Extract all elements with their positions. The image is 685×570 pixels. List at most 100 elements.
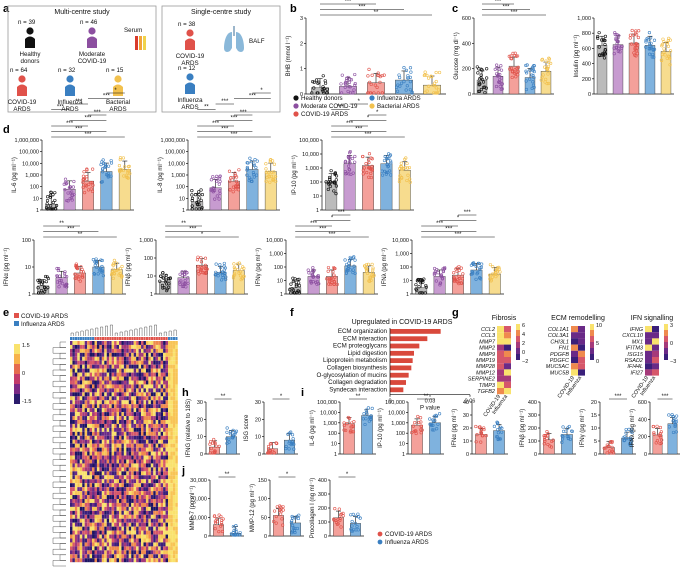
data-point [118,266,122,271]
data-point [64,182,68,186]
legend-item: COVID-19 ARDS [293,111,348,118]
data-point [100,258,104,263]
sample-strip [126,337,129,340]
data-point [348,77,352,81]
data-point [370,262,374,266]
data-point [524,79,528,83]
data-point [370,164,374,168]
data-point [561,425,565,429]
data-point [199,198,203,203]
data-point [644,45,648,49]
data-point [236,188,241,192]
data-point [498,270,502,274]
data-point [293,277,297,281]
data-point [335,522,339,527]
group-n: n = 15 [106,67,124,74]
data-point [110,271,114,276]
y-tick-label: 20 [463,426,469,432]
bar [361,415,373,455]
data-point [104,173,109,177]
legend-item: Influenza ARDS [369,95,421,102]
data-point [364,408,368,412]
data-point [635,52,639,56]
data-point [406,76,410,80]
legend-item: Bacterial ARDS [369,103,420,110]
bar [390,380,406,385]
y-tick-label: 100 [274,265,283,271]
data-point [648,44,652,49]
data-point [498,72,502,77]
data-point [514,75,518,79]
data-point [312,86,316,90]
data-point [180,270,184,274]
data-point [398,174,402,178]
sample-strip [153,337,156,340]
data-point [351,268,355,272]
data-point [431,83,435,87]
data-point [234,528,238,532]
data-point [321,89,325,93]
sig-label: *** [346,121,354,127]
data-point [89,187,93,191]
data-point [662,40,666,44]
data-point [311,266,315,270]
y-tick-label: 1 [334,452,337,458]
data-point [267,451,271,455]
data-point [91,167,95,171]
data-point [351,91,355,95]
data-point [366,406,370,410]
data-point [45,199,50,203]
y-tick-label: 100 [144,256,153,262]
y-tick-label: 10 [255,435,261,441]
data-point [647,41,652,46]
sig-label: * [367,116,370,122]
data-point [652,38,657,42]
data-point [545,81,549,86]
data-point [525,71,529,75]
data-point [597,31,601,35]
data-point [209,188,213,193]
data-point [165,289,169,293]
data-point [369,171,373,176]
data-point [46,195,50,199]
data-point [398,84,402,88]
data-point [353,258,357,262]
data-point [369,175,373,180]
data-point [329,282,333,286]
data-point [290,287,294,291]
data-point [183,281,187,285]
group-label: Influenza [57,99,83,106]
y-tick-label: 1 [28,292,31,298]
y-tick-label: 200 [582,77,591,83]
data-point [629,42,634,46]
data-point [339,525,343,529]
data-point [209,178,214,182]
y-tick-label: 600 [462,16,471,22]
data-point [482,426,486,430]
data-point [603,52,608,56]
sig-label: *** [189,227,197,233]
data-point [167,282,171,286]
data-point [316,91,320,95]
data-point [272,170,276,174]
data-point [662,47,666,51]
data-point [443,267,447,271]
data-point [408,177,412,181]
data-point [510,70,515,74]
data-point [474,440,478,444]
data-point [228,179,232,183]
sample-strip [145,337,149,340]
data-point [272,162,277,166]
data-point [545,436,549,441]
y-tick-label: 10 [147,274,153,280]
data-point [346,164,351,168]
sample-strip [111,337,114,340]
data-point [671,414,675,419]
sig-label: *** [445,227,453,233]
data-point [231,524,236,529]
data-point [564,429,568,433]
sig-label: *** [364,132,372,138]
y-tick-label: 100,000 [299,138,319,144]
data-point [81,270,86,274]
sample-strip [123,337,127,340]
